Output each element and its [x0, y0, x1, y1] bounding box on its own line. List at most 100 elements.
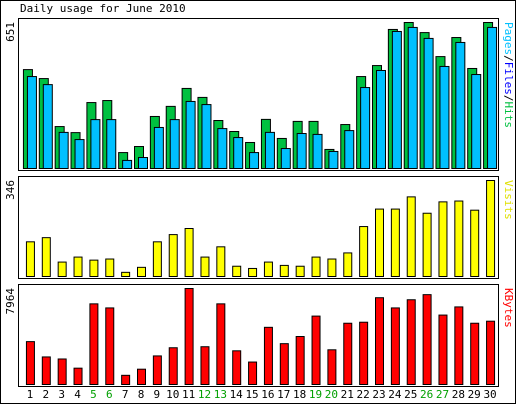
bar: [470, 209, 480, 278]
x-tick-label: 19: [309, 388, 322, 401]
y-tick-label: 651: [4, 22, 17, 42]
bar: [73, 367, 83, 386]
bar: [121, 374, 131, 386]
bar: [279, 264, 289, 277]
x-tick-label: 16: [261, 388, 274, 401]
bar: [280, 148, 291, 169]
bar: [89, 259, 99, 278]
bar: [359, 321, 369, 386]
bar: [439, 65, 450, 169]
bar: [216, 303, 226, 386]
bar: [25, 241, 35, 277]
bar: [41, 237, 51, 277]
bar: [312, 133, 323, 169]
bar: [184, 228, 194, 277]
bar: [455, 41, 466, 169]
bar: [90, 119, 101, 169]
bar: [422, 294, 432, 386]
bar: [311, 256, 321, 277]
bar: [279, 343, 289, 385]
x-tick-label: 10: [166, 388, 179, 401]
bar: [264, 131, 275, 169]
bar: [249, 152, 260, 169]
bar: [25, 341, 35, 385]
bar: [263, 326, 273, 385]
x-tick-label: 6: [106, 388, 113, 401]
bar: [327, 349, 337, 386]
bar: [454, 200, 464, 278]
x-tick-label: 28: [452, 388, 465, 401]
x-tick-label: 20: [325, 388, 338, 401]
x-tick-label: 22: [357, 388, 370, 401]
bar: [376, 69, 386, 169]
bar: [73, 256, 83, 277]
bar: [359, 226, 369, 277]
bar: [375, 297, 384, 385]
x-tick-label: 14: [230, 388, 244, 401]
bar: [41, 356, 51, 386]
bar: [137, 368, 146, 385]
x-tick-label: 29: [468, 388, 481, 401]
bar: [216, 246, 226, 277]
bar: [105, 307, 115, 385]
bar: [233, 137, 244, 169]
bar: [454, 306, 464, 385]
bar: [438, 314, 448, 386]
bar: [26, 76, 37, 169]
bar: [153, 126, 164, 169]
bar: [407, 26, 418, 170]
bar: [391, 30, 402, 170]
panel-frame: [18, 176, 499, 279]
bar: [406, 196, 416, 278]
bar: [486, 180, 496, 277]
x-tick-label: 13: [214, 388, 227, 401]
bar: [152, 355, 162, 385]
x-tick-label: 9: [154, 388, 161, 401]
bar: [390, 208, 400, 277]
bar: [343, 322, 353, 385]
x-tick-label: 11: [182, 388, 195, 401]
x-tick-label: 17: [277, 388, 290, 401]
bar: [122, 159, 133, 170]
legend: Visits: [502, 180, 515, 220]
bar: [471, 74, 482, 169]
bar: [184, 288, 194, 385]
bar: [375, 208, 384, 277]
y-tick-label: 346: [4, 180, 17, 200]
bar: [168, 234, 178, 278]
bar: [201, 104, 212, 169]
x-tick-label: 30: [483, 388, 496, 401]
bar: [42, 84, 53, 169]
bar: [327, 258, 337, 278]
bar: [311, 315, 321, 385]
bar: [344, 130, 355, 170]
bar: [217, 128, 228, 170]
bar: [137, 266, 146, 278]
x-tick-label: 21: [341, 388, 354, 401]
legend: Pages/Files/Hits: [502, 22, 515, 128]
bar: [295, 336, 305, 385]
bar: [486, 320, 496, 385]
bar: [152, 241, 162, 277]
bar: [121, 271, 131, 278]
chart-title: Daily usage for June 2010: [20, 2, 186, 15]
bar: [57, 358, 67, 386]
bar: [168, 347, 178, 386]
bar: [360, 87, 371, 169]
bar: [232, 265, 242, 277]
bar: [248, 267, 258, 278]
x-tick-label: 2: [42, 388, 49, 401]
x-tick-label: 25: [404, 388, 417, 401]
bar: [200, 256, 210, 277]
bar: [470, 322, 480, 385]
bar: [390, 307, 400, 385]
bar: [58, 131, 69, 169]
y-tick-label: 7964: [4, 288, 17, 315]
x-tick-label: 12: [198, 388, 211, 401]
bar: [106, 119, 117, 169]
bar: [263, 261, 273, 278]
bar: [138, 157, 148, 170]
bar: [438, 201, 448, 278]
x-tick-label: 26: [420, 388, 433, 401]
